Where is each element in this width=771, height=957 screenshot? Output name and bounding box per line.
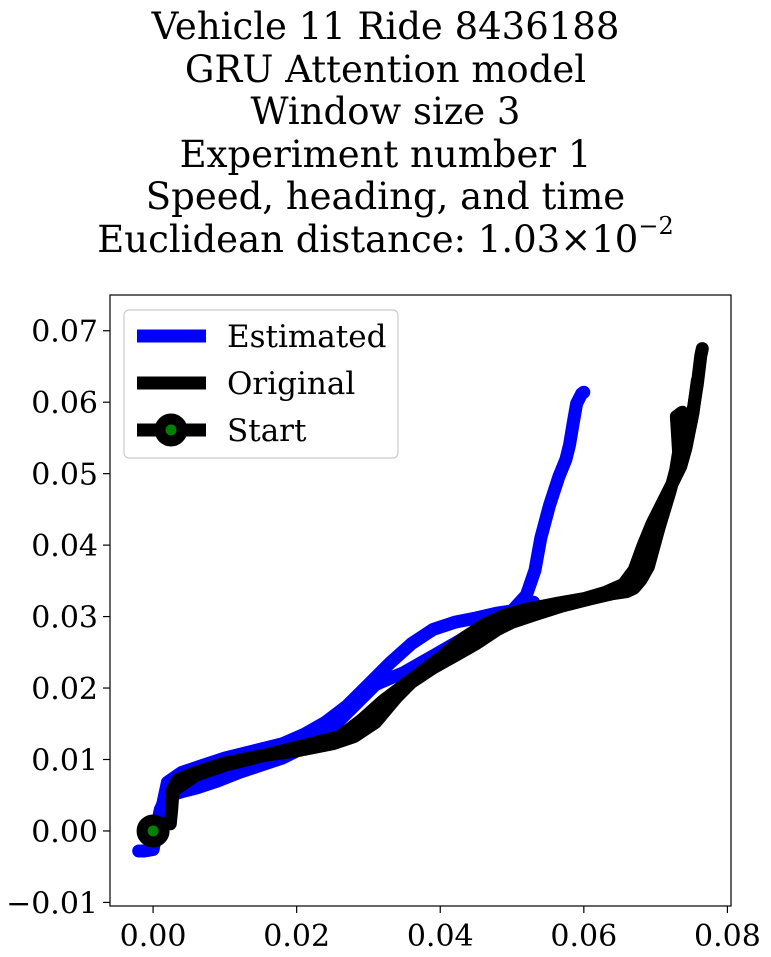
x-axis: 0.00 0.02 0.04 0.06 0.08 [120, 906, 761, 954]
x-tick-label: 0.02 [263, 919, 330, 954]
distance-base: 10 [591, 217, 639, 261]
x-tick-label: 0.08 [694, 919, 761, 954]
legend: Estimated Original Start [123, 309, 399, 459]
legend-box [123, 309, 399, 459]
y-tick-label: −0.01 [6, 886, 98, 921]
legend-marker-start [154, 413, 188, 447]
series-layer [132, 342, 709, 858]
title-line-4: Experiment number 1 [179, 132, 592, 176]
x-tick-label: 0.00 [120, 919, 187, 954]
title-distance-line: Euclidean distance: 1.03×10−2 [0, 214, 771, 262]
y-tick-label: 0.03 [31, 601, 98, 636]
y-axis: −0.01 0.00 0.01 0.02 0.03 0.04 0.05 0.06 0.07 [6, 315, 110, 921]
x-tick-label: 0.06 [550, 919, 617, 954]
title-line-1: Vehicle 11 Ride 8436188 [151, 5, 620, 48]
chart-title: Vehicle 11 Ride 8436188 GRU Attention mo… [0, 5, 771, 262]
start-marker [136, 814, 170, 848]
legend-label-original: Original [227, 366, 355, 402]
y-tick-label: 0.00 [31, 815, 98, 850]
distance-mantissa: 1.03 [477, 217, 561, 261]
series-line-original-4 [165, 374, 704, 799]
legend-label-start: Start [227, 413, 307, 449]
y-tick-label: 0.06 [31, 386, 98, 421]
plot-area [109, 294, 732, 907]
distance-times: × [560, 217, 592, 261]
title-line-3: Window size 3 [250, 90, 521, 133]
y-tick-label: 0.02 [31, 672, 98, 707]
distance-exponent: −2 [638, 211, 674, 240]
title-line-2: GRU Attention model [184, 47, 587, 91]
y-tick-label: 0.05 [31, 458, 98, 493]
x-tick-label: 0.04 [407, 919, 474, 954]
y-tick-label: 0.01 [31, 744, 98, 779]
y-tick-label: 0.04 [31, 529, 98, 564]
distance-prefix: Euclidean distance: [97, 217, 478, 261]
y-tick-label: 0.07 [31, 315, 98, 350]
legend-label-estimated: Estimated [227, 319, 386, 355]
title-line-5: Speed, heading, and time [145, 175, 626, 218]
